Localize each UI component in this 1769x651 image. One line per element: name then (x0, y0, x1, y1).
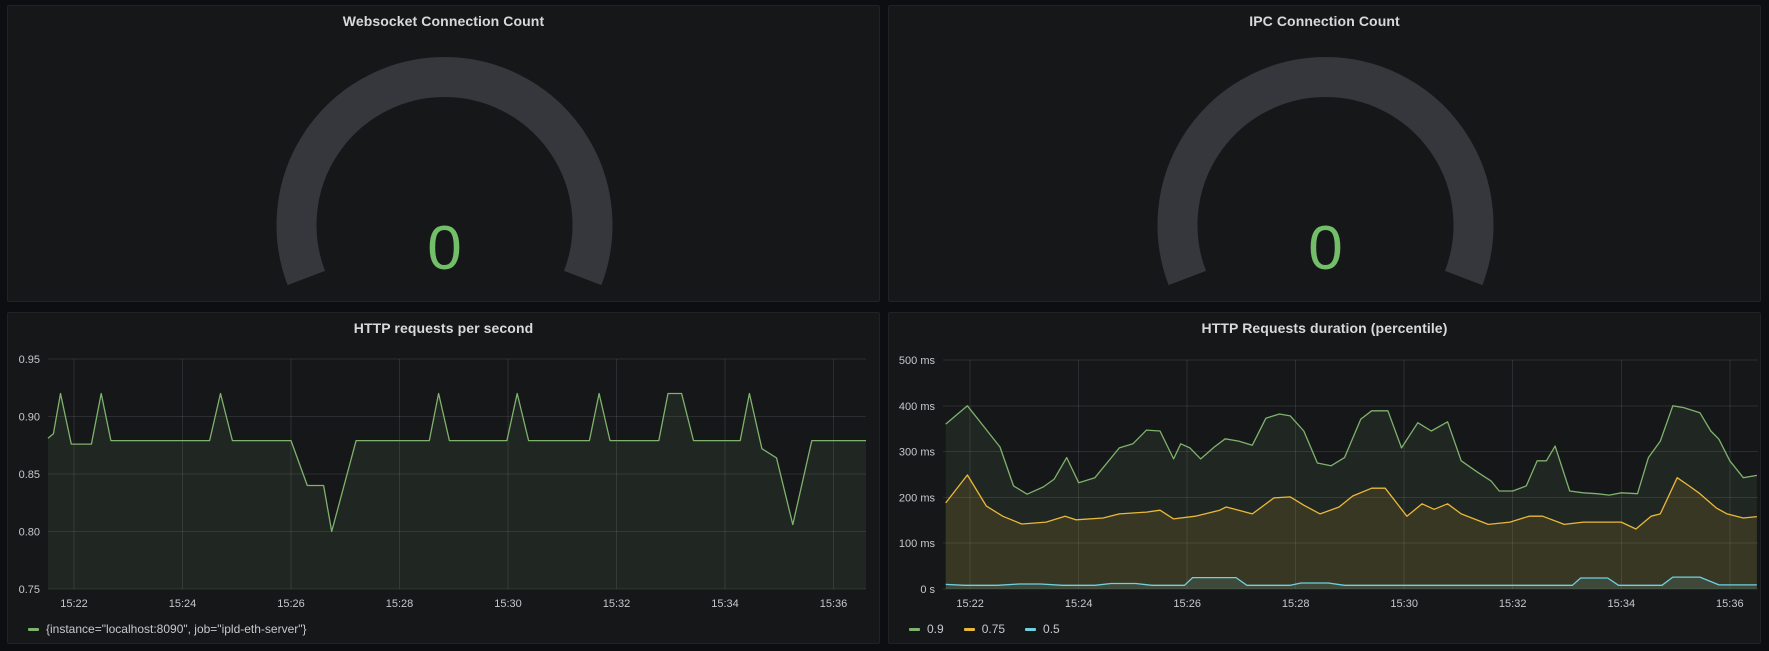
x-axis-tick-label: 15:36 (1716, 598, 1744, 610)
x-axis-tick-label: 15:22 (60, 598, 88, 610)
legend-series-color (1025, 627, 1037, 631)
legend-item[interactable]: 0.5 (1025, 622, 1060, 636)
x-axis-tick-label: 15:24 (169, 598, 197, 610)
x-axis-tick-label: 15:22 (956, 598, 984, 610)
gauge-arc (1157, 57, 1494, 286)
panel-title[interactable]: HTTP requests per second (353, 320, 534, 336)
gauge-arc (276, 57, 613, 286)
series-line-0.5 (945, 576, 1757, 586)
y-axis-tick-label: 0.75 (19, 584, 40, 596)
series-line-0.9 (945, 405, 1758, 496)
chart-legend: {instance="localhost:8090", job="ipld-et… (28, 622, 307, 636)
x-axis-tick-label: 15:32 (603, 598, 631, 610)
legend-item[interactable]: {instance="localhost:8090", job="ipld-et… (28, 622, 307, 636)
legend-item[interactable]: 0.9 (909, 622, 944, 636)
chart-legend: 0.9 0.75 0.5 (909, 622, 1060, 636)
legend-series-label: 0.5 (1043, 622, 1060, 636)
legend-series-label: 0.75 (981, 622, 1006, 636)
time-series-chart-http-duration[interactable]: 0 s 100 ms 200 ms 300 ms 400 ms 500 ms 15:22 15… (889, 313, 1761, 644)
series-area-{instance="localhost:8090", job="ipld-eth-server"} (48, 393, 866, 589)
gauge-websocket: 0 (276, 57, 613, 286)
y-axis-tick-label: 200 ms (899, 492, 936, 504)
panel-websocket-connection-count: Websocket Connection Count 0 (7, 5, 880, 302)
y-axis-tick-label: 0.95 (19, 354, 40, 366)
gauge-ipc: 0 (1157, 57, 1494, 286)
x-axis-tick-label: 15:26 (1173, 598, 1201, 610)
x-axis-tick-label: 15:36 (820, 598, 848, 610)
panel-title[interactable]: HTTP Requests duration (percentile) (1201, 320, 1448, 336)
panel-ipc-connection-count: IPC Connection Count 0 (888, 5, 1761, 302)
time-series-chart-http-rps[interactable]: 0.75 0.80 0.85 0.90 0.95 15:22 15:24 15:26 15:28… (8, 313, 880, 644)
x-axis-tick-label: 15:34 (711, 598, 739, 610)
series-area-0.5 (945, 577, 1757, 589)
y-axis-tick-label: 400 ms (899, 401, 936, 413)
gauge-value: 0 (427, 214, 461, 283)
x-axis-tick-label: 15:30 (494, 598, 522, 610)
series-line-0.75 (945, 474, 1757, 530)
legend-series-label: {instance="localhost:8090", job="ipld-et… (46, 622, 307, 636)
y-axis-tick-label: 500 ms (899, 355, 936, 367)
gauge-value: 0 (1308, 214, 1342, 283)
legend-series-color (909, 627, 920, 631)
panel-http-requests-duration: HTTP Requests duration (percentile) 0 s 1… (888, 312, 1761, 644)
y-axis-tick-label: 0.80 (19, 527, 40, 539)
x-axis-tick-label: 15:32 (1499, 598, 1527, 610)
series-line-{instance="localhost:8090", job="ipld-eth-server"} (47, 392, 866, 533)
panel-http-requests-per-second: HTTP requests per second 0.75 0.80 0.85 0.9… (7, 312, 880, 644)
x-axis-tick-label: 15:28 (1282, 598, 1310, 610)
x-axis-tick-label: 15:26 (277, 598, 305, 610)
y-axis-tick-label: 300 ms (899, 447, 936, 459)
legend-item[interactable]: 0.75 (963, 622, 1006, 636)
panel-title[interactable]: IPC Connection Count (1249, 13, 1400, 29)
y-axis-tick-label: 0 s (920, 584, 935, 596)
x-axis-tick-label: 15:34 (1608, 598, 1636, 610)
legend-series-color (28, 627, 39, 631)
y-axis-tick-label: 0.90 (19, 412, 40, 424)
x-axis-tick-label: 15:30 (1390, 598, 1418, 610)
series-area-0.75 (945, 475, 1757, 589)
y-axis-tick-label: 100 ms (899, 538, 936, 550)
y-axis-tick-label: 0.85 (19, 469, 40, 481)
x-axis-tick-label: 15:28 (386, 598, 414, 610)
legend-series-color (963, 627, 975, 631)
x-axis-tick-label: 15:24 (1065, 598, 1093, 610)
panel-title[interactable]: Websocket Connection Count (342, 13, 545, 29)
legend-series-label: 0.9 (927, 622, 944, 636)
